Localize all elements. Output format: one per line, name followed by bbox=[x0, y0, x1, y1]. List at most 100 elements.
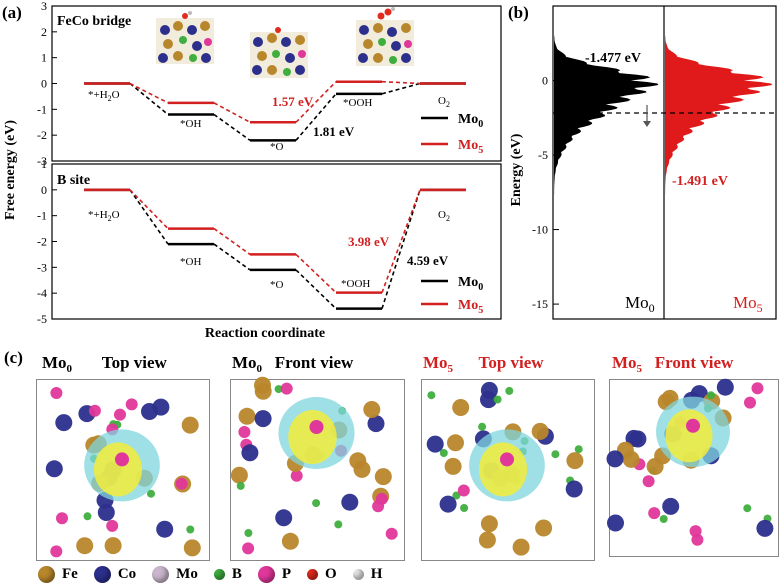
legend-dot-co bbox=[93, 565, 111, 583]
atom bbox=[535, 519, 553, 537]
y-tick-label: -5 bbox=[37, 312, 47, 326]
y-tick-label: -1 bbox=[37, 209, 47, 223]
label-bot-oh: *OH bbox=[180, 256, 201, 268]
figure-panels-ab: (a) (b) Free energy (eV) Reaction coordi… bbox=[2, 0, 777, 341]
atom bbox=[241, 444, 259, 462]
connector-Mo5-0 bbox=[129, 189, 169, 230]
central-atom bbox=[500, 452, 514, 467]
connector-Mo5-1 bbox=[213, 227, 251, 256]
atom bbox=[275, 509, 293, 527]
legend-label-p: P bbox=[281, 565, 292, 582]
dos-y-ticks: 0 -5 -10 -15 bbox=[532, 74, 559, 311]
atom bbox=[751, 382, 764, 395]
atom bbox=[97, 504, 115, 521]
central-atom bbox=[686, 418, 700, 433]
atom bbox=[452, 399, 470, 416]
charge-accumulation-cloud bbox=[93, 442, 143, 497]
connector-Mo0-1 bbox=[213, 113, 251, 141]
annotation-top-black: 1.81 eV bbox=[313, 124, 355, 139]
legend-label-fe: Fe bbox=[62, 565, 78, 582]
panel-c-label: (c) bbox=[4, 348, 23, 367]
charge-density-views: Mo0 Top view Mo0 Front view Mo5 Top view… bbox=[0, 345, 779, 582]
structure-inset-ooh bbox=[356, 7, 414, 66]
connector-Mo5-2 bbox=[295, 81, 337, 123]
connector-Mo5-0 bbox=[129, 82, 169, 104]
legend-item-o: O bbox=[307, 566, 337, 583]
structure-inset-oh bbox=[156, 11, 214, 64]
atom bbox=[147, 489, 155, 498]
dos-mo5-value: -1.491 eV bbox=[672, 174, 728, 189]
atom bbox=[629, 430, 647, 448]
bottom-subplot-title: B site bbox=[57, 173, 90, 188]
connector-Mo5-3 bbox=[381, 189, 421, 293]
atom bbox=[238, 407, 256, 425]
dos-mo5-label: Mo5 bbox=[733, 293, 763, 315]
atom bbox=[242, 542, 255, 555]
atom bbox=[642, 475, 655, 488]
atom bbox=[104, 537, 122, 555]
label-top-o: *O bbox=[270, 141, 284, 153]
label-top-oh: *OH bbox=[180, 118, 201, 130]
energy-axis-label: Energy (eV) bbox=[509, 133, 524, 206]
legend-item-co: Co bbox=[93, 565, 136, 583]
atom bbox=[374, 468, 392, 486]
atom bbox=[353, 460, 371, 478]
view-title-4: Mo5 Front view bbox=[612, 353, 734, 375]
atom bbox=[88, 404, 101, 417]
legend-item-h: H bbox=[352, 566, 382, 583]
atom bbox=[254, 410, 272, 428]
dos-mo0-value: -1.477 eV bbox=[585, 51, 641, 66]
atom bbox=[254, 376, 271, 394]
connector-Mo0-1 bbox=[213, 243, 251, 271]
dos-mo0-curve bbox=[554, 35, 659, 305]
atom bbox=[175, 477, 188, 490]
bottom-subplot-frame bbox=[51, 163, 502, 320]
label-bot-h2o: *+H2O bbox=[88, 209, 120, 223]
legend-item-mo: Mo bbox=[152, 565, 198, 583]
atom bbox=[50, 387, 63, 399]
atom bbox=[480, 391, 497, 409]
atom bbox=[743, 504, 752, 513]
central-atom bbox=[115, 452, 129, 467]
atom bbox=[480, 515, 498, 533]
reaction-coordinate-axis-label: Reaction coordinate bbox=[205, 326, 325, 341]
legend-item-b: B bbox=[213, 566, 242, 583]
top-subplot-y-ticks: 3 2 1 0 -1 -2 -3 bbox=[37, 0, 57, 168]
legend-dot-b bbox=[213, 568, 225, 580]
atom bbox=[478, 422, 487, 431]
atom bbox=[367, 415, 385, 433]
atom bbox=[281, 532, 299, 550]
legend-label-mo: Mo bbox=[176, 565, 198, 582]
atom bbox=[76, 537, 94, 555]
label-bot-o2: O2 bbox=[438, 209, 450, 223]
y-tick-label: -4 bbox=[37, 286, 47, 300]
legend-top-mo5: Mo5 bbox=[458, 138, 483, 156]
legend-dot-mo bbox=[152, 565, 170, 583]
atom bbox=[114, 408, 126, 421]
atom bbox=[689, 525, 702, 538]
y-tick-label: 1 bbox=[41, 51, 47, 65]
charge-accumulation-cloud bbox=[478, 442, 528, 497]
legend-bot-mo0: Mo0 bbox=[458, 275, 483, 293]
y-tick-label: -3 bbox=[37, 154, 47, 168]
legend-dot-h bbox=[352, 568, 364, 580]
dos-mo0-label: Mo0 bbox=[625, 293, 655, 315]
atom bbox=[55, 414, 73, 432]
y-tick-label: -2 bbox=[37, 128, 47, 142]
view-title-1: Mo0 Top view bbox=[42, 353, 167, 375]
dos-y-tick-label: 0 bbox=[542, 74, 548, 88]
atom bbox=[565, 480, 583, 498]
atom bbox=[551, 450, 560, 459]
atom bbox=[56, 512, 68, 525]
connector-Mo5-2 bbox=[295, 253, 337, 294]
atom bbox=[439, 449, 448, 457]
connector-Mo5-3 bbox=[381, 80, 421, 85]
atom bbox=[50, 545, 63, 558]
atom bbox=[156, 520, 174, 538]
atom bbox=[607, 514, 624, 532]
y-tick-label: 3 bbox=[41, 0, 47, 13]
atom bbox=[427, 391, 436, 400]
atom bbox=[574, 445, 583, 454]
dos-mo5-curve bbox=[665, 35, 773, 305]
connector-Mo0-0 bbox=[129, 82, 169, 116]
